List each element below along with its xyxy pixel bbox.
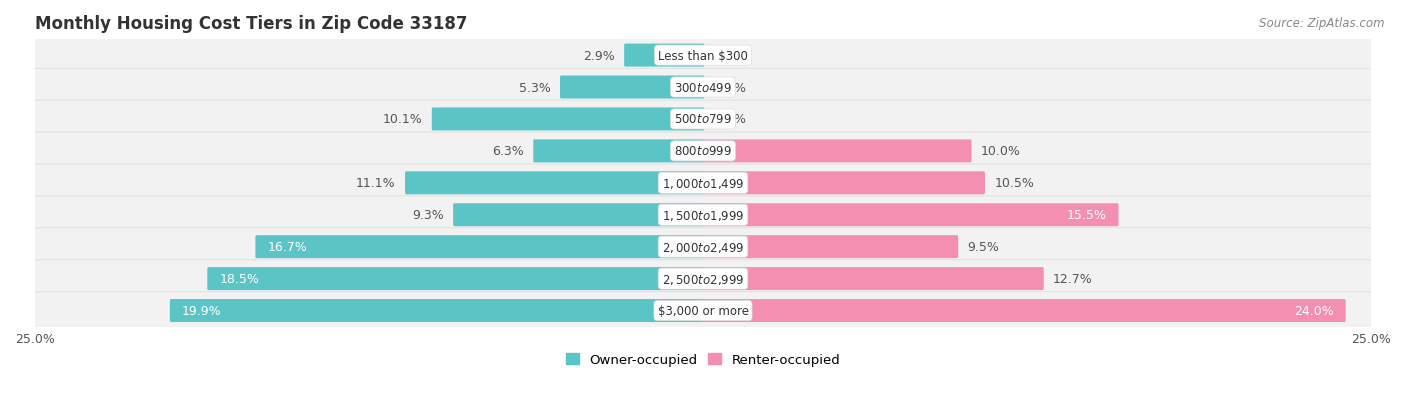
Text: 19.9%: 19.9% [181, 304, 222, 317]
FancyBboxPatch shape [207, 268, 704, 290]
Text: 0.0%: 0.0% [714, 113, 745, 126]
Text: 10.1%: 10.1% [382, 113, 422, 126]
FancyBboxPatch shape [702, 204, 1119, 227]
FancyBboxPatch shape [702, 299, 1346, 322]
FancyBboxPatch shape [702, 172, 986, 195]
FancyBboxPatch shape [34, 133, 1372, 170]
FancyBboxPatch shape [624, 45, 704, 67]
Text: 10.0%: 10.0% [981, 145, 1021, 158]
FancyBboxPatch shape [170, 299, 704, 322]
Text: 9.3%: 9.3% [412, 209, 444, 222]
Text: $300 to $499: $300 to $499 [673, 81, 733, 94]
Text: $1,000 to $1,499: $1,000 to $1,499 [662, 176, 744, 190]
Text: 6.3%: 6.3% [492, 145, 524, 158]
FancyBboxPatch shape [34, 164, 1372, 202]
Text: 11.1%: 11.1% [356, 177, 395, 190]
Text: $2,500 to $2,999: $2,500 to $2,999 [662, 272, 744, 286]
FancyBboxPatch shape [560, 76, 704, 99]
Text: $1,500 to $1,999: $1,500 to $1,999 [662, 208, 744, 222]
FancyBboxPatch shape [34, 292, 1372, 330]
FancyBboxPatch shape [34, 228, 1372, 266]
Text: $800 to $999: $800 to $999 [673, 145, 733, 158]
FancyBboxPatch shape [34, 101, 1372, 138]
FancyBboxPatch shape [702, 235, 959, 259]
Legend: Owner-occupied, Renter-occupied: Owner-occupied, Renter-occupied [560, 348, 846, 372]
FancyBboxPatch shape [533, 140, 704, 163]
FancyBboxPatch shape [34, 69, 1372, 107]
Text: 15.5%: 15.5% [1067, 209, 1107, 222]
FancyBboxPatch shape [34, 197, 1372, 234]
Text: 2.9%: 2.9% [583, 50, 614, 62]
Text: 9.5%: 9.5% [967, 241, 1000, 254]
FancyBboxPatch shape [702, 140, 972, 163]
Text: $2,000 to $2,499: $2,000 to $2,499 [662, 240, 744, 254]
Text: 18.5%: 18.5% [219, 273, 259, 285]
Text: 0.0%: 0.0% [714, 81, 745, 94]
Text: $3,000 or more: $3,000 or more [658, 304, 748, 317]
FancyBboxPatch shape [34, 37, 1372, 75]
Text: 10.5%: 10.5% [994, 177, 1035, 190]
Text: 5.3%: 5.3% [519, 81, 551, 94]
Text: Monthly Housing Cost Tiers in Zip Code 33187: Monthly Housing Cost Tiers in Zip Code 3… [35, 15, 467, 33]
Text: 0.0%: 0.0% [714, 50, 745, 62]
FancyBboxPatch shape [453, 204, 704, 227]
Text: Source: ZipAtlas.com: Source: ZipAtlas.com [1260, 17, 1385, 29]
Text: Less than $300: Less than $300 [658, 50, 748, 62]
FancyBboxPatch shape [432, 108, 704, 131]
Text: 12.7%: 12.7% [1053, 273, 1092, 285]
Text: 16.7%: 16.7% [267, 241, 307, 254]
FancyBboxPatch shape [256, 235, 704, 259]
FancyBboxPatch shape [702, 268, 1043, 290]
Text: 24.0%: 24.0% [1294, 304, 1334, 317]
FancyBboxPatch shape [405, 172, 704, 195]
Text: $500 to $799: $500 to $799 [673, 113, 733, 126]
FancyBboxPatch shape [34, 260, 1372, 298]
